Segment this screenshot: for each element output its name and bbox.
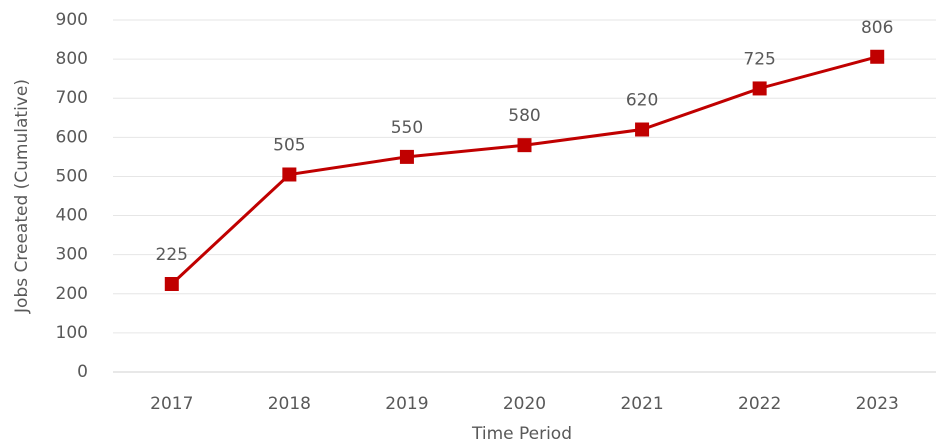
- marker: [399, 149, 414, 164]
- y-tick-label: 400: [56, 206, 88, 226]
- data-label: 550: [391, 118, 423, 138]
- y-tick-label: 200: [56, 284, 88, 304]
- x-tick-label: 2023: [856, 394, 899, 414]
- x-tick-label: 2020: [503, 394, 546, 414]
- x-tick-label: 2018: [268, 394, 311, 414]
- y-tick-label: 100: [56, 323, 88, 343]
- y-tick-label: 700: [56, 88, 88, 108]
- data-label: 580: [508, 106, 540, 126]
- y-axis-title: Jobs Creeated (Cumulative): [12, 79, 32, 314]
- x-tick-label: 2017: [150, 394, 193, 414]
- marker: [517, 138, 532, 153]
- marker: [635, 122, 650, 137]
- data-label: 806: [861, 18, 893, 38]
- line: [170, 55, 878, 286]
- x-tick-label: 2021: [620, 394, 663, 414]
- x-axis-title: Time Period: [471, 424, 572, 444]
- y-tick-label: 900: [56, 10, 88, 30]
- marker: [164, 277, 179, 291]
- marker: [870, 49, 885, 64]
- y-tick-label: 600: [56, 127, 88, 147]
- y-tick-label: 500: [56, 166, 88, 186]
- x-tick-label: 2022: [738, 394, 781, 414]
- data-label: 620: [626, 91, 658, 111]
- x-tick-label: 2019: [385, 394, 428, 414]
- marker: [752, 81, 767, 96]
- y-tick-label: 800: [56, 49, 88, 69]
- data-label: 225: [156, 245, 188, 265]
- y-tick-label: 0: [77, 362, 88, 382]
- data-label: 725: [743, 49, 775, 69]
- data-label: 505: [273, 135, 305, 155]
- y-tick-label: 300: [56, 245, 88, 265]
- marker: [282, 167, 297, 182]
